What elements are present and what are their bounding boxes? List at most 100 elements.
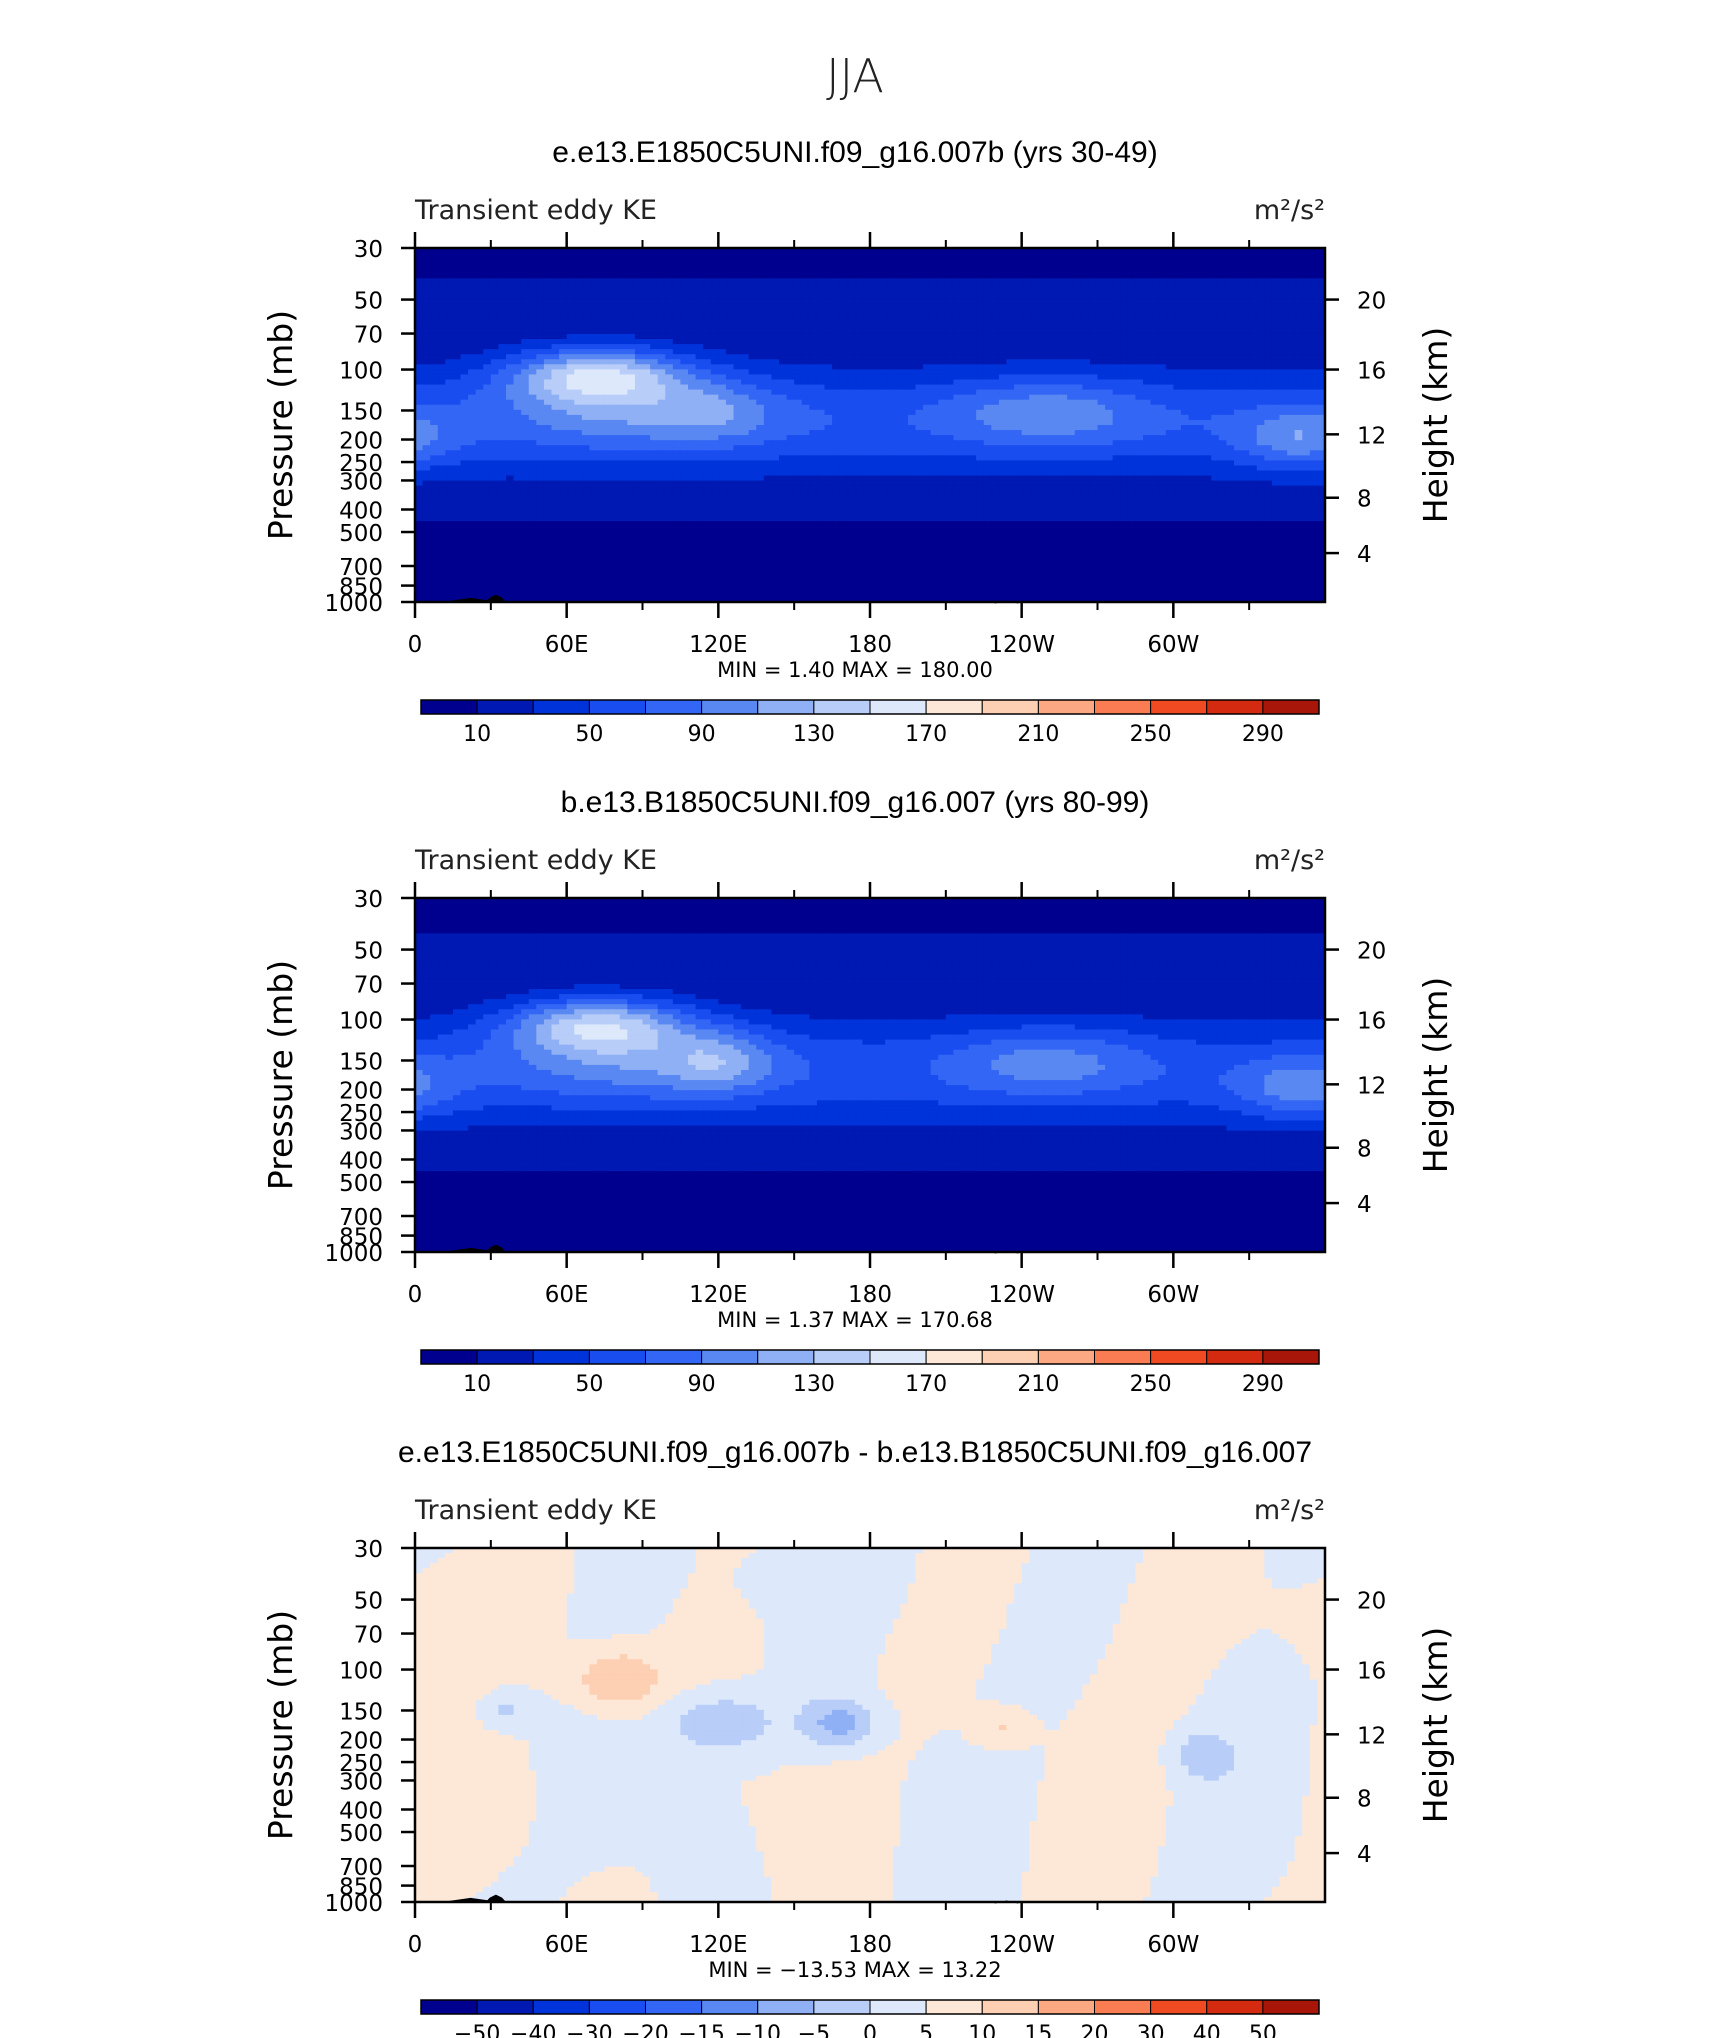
field-cell: [1014, 308, 1023, 315]
field-cell: [847, 364, 856, 370]
field-cell: [907, 374, 917, 381]
field-cell: [923, 364, 932, 370]
field-cell: [961, 283, 970, 290]
field-cell: [1006, 425, 1015, 431]
field-cell: [763, 263, 773, 269]
field-cell: [1120, 384, 1129, 391]
field-cell: [422, 425, 431, 431]
field-cell: [1287, 303, 1296, 310]
field-cell: [1180, 359, 1190, 365]
field-cell: [938, 379, 947, 386]
field-cell: [1165, 323, 1174, 330]
field-cell: [1036, 268, 1046, 274]
field-cell: [824, 409, 833, 416]
field-cell: [551, 288, 560, 295]
field-cell: [581, 389, 591, 396]
field-cell: [521, 258, 530, 264]
field-cell: [961, 288, 970, 295]
field-cell: [513, 399, 522, 406]
field-cell: [460, 374, 469, 381]
field-cell: [923, 298, 932, 305]
field-cell: [528, 389, 537, 396]
field-cell: [1302, 278, 1311, 284]
field-cell: [983, 379, 992, 386]
field-cell: [437, 389, 446, 396]
field-cell: [551, 349, 560, 355]
field-cell: [490, 303, 500, 310]
field-cell: [923, 374, 932, 381]
field-cell: [938, 445, 947, 451]
field-cell: [521, 303, 530, 310]
field-cell: [672, 333, 682, 340]
field-cell: [657, 419, 666, 426]
field-cell: [1059, 258, 1068, 264]
field-cell: [1036, 374, 1046, 381]
field-cell: [1105, 263, 1114, 269]
field-cell: [1294, 344, 1303, 350]
field-cell: [657, 333, 666, 340]
field-cell: [627, 333, 636, 340]
field-cell: [991, 339, 1000, 345]
field-cell: [1105, 440, 1114, 446]
field-cell: [771, 318, 780, 325]
field-cell: [490, 349, 500, 355]
field-cell: [543, 419, 553, 426]
field-cell: [718, 430, 727, 436]
field-cell: [718, 288, 727, 295]
field-cell: [498, 374, 507, 381]
field-cell: [1249, 430, 1258, 436]
field-cell: [718, 339, 727, 345]
field-cell: [1052, 364, 1061, 370]
field-cell: [1180, 339, 1190, 345]
field-cell: [1234, 283, 1243, 290]
field-cell: [1014, 399, 1023, 406]
field-cell: [483, 419, 492, 426]
field-cell: [650, 248, 659, 254]
field-cell: [983, 414, 992, 421]
field-cell: [483, 374, 492, 381]
field-cell: [1105, 430, 1114, 436]
field-cell: [1309, 268, 1319, 274]
field-cell: [1052, 414, 1061, 421]
field-cell: [794, 318, 803, 325]
field-cell: [832, 318, 841, 325]
field-cell: [786, 268, 795, 274]
field-cell: [1234, 303, 1243, 310]
field-cell: [445, 308, 454, 315]
field-cell: [483, 445, 492, 451]
field-cell: [1226, 349, 1235, 355]
field-cell: [1279, 298, 1288, 305]
field-cell: [907, 354, 917, 360]
field-cell: [627, 409, 636, 416]
field-cell: [1279, 419, 1288, 426]
field-cell: [748, 278, 757, 284]
field-cell: [1067, 369, 1076, 376]
field-cell: [1105, 339, 1114, 345]
field-cell: [1196, 323, 1205, 330]
field-cell: [1271, 404, 1281, 411]
field-cell: [703, 318, 712, 325]
field-cell: [961, 339, 970, 345]
field-cell: [801, 445, 810, 451]
field-cell: [536, 263, 545, 269]
field-cell: [566, 308, 575, 315]
field-cell: [566, 344, 575, 350]
field-cell: [748, 298, 757, 305]
field-cell: [779, 384, 788, 391]
field-cell: [1097, 344, 1106, 350]
field-cell: [733, 318, 742, 325]
field-cell: [483, 425, 492, 431]
field-cell: [1302, 379, 1311, 386]
field-cell: [1309, 409, 1319, 416]
field-cell: [581, 369, 591, 376]
field-cell: [506, 384, 515, 391]
field-cell: [907, 339, 917, 345]
field-cell: [604, 369, 613, 376]
field-cell: [816, 253, 826, 259]
field-cell: [839, 308, 848, 315]
field-cell: [513, 253, 522, 259]
field-cell: [794, 414, 803, 421]
field-cell: [415, 293, 424, 300]
field-cell: [604, 308, 613, 315]
field-cell: [1059, 369, 1068, 376]
